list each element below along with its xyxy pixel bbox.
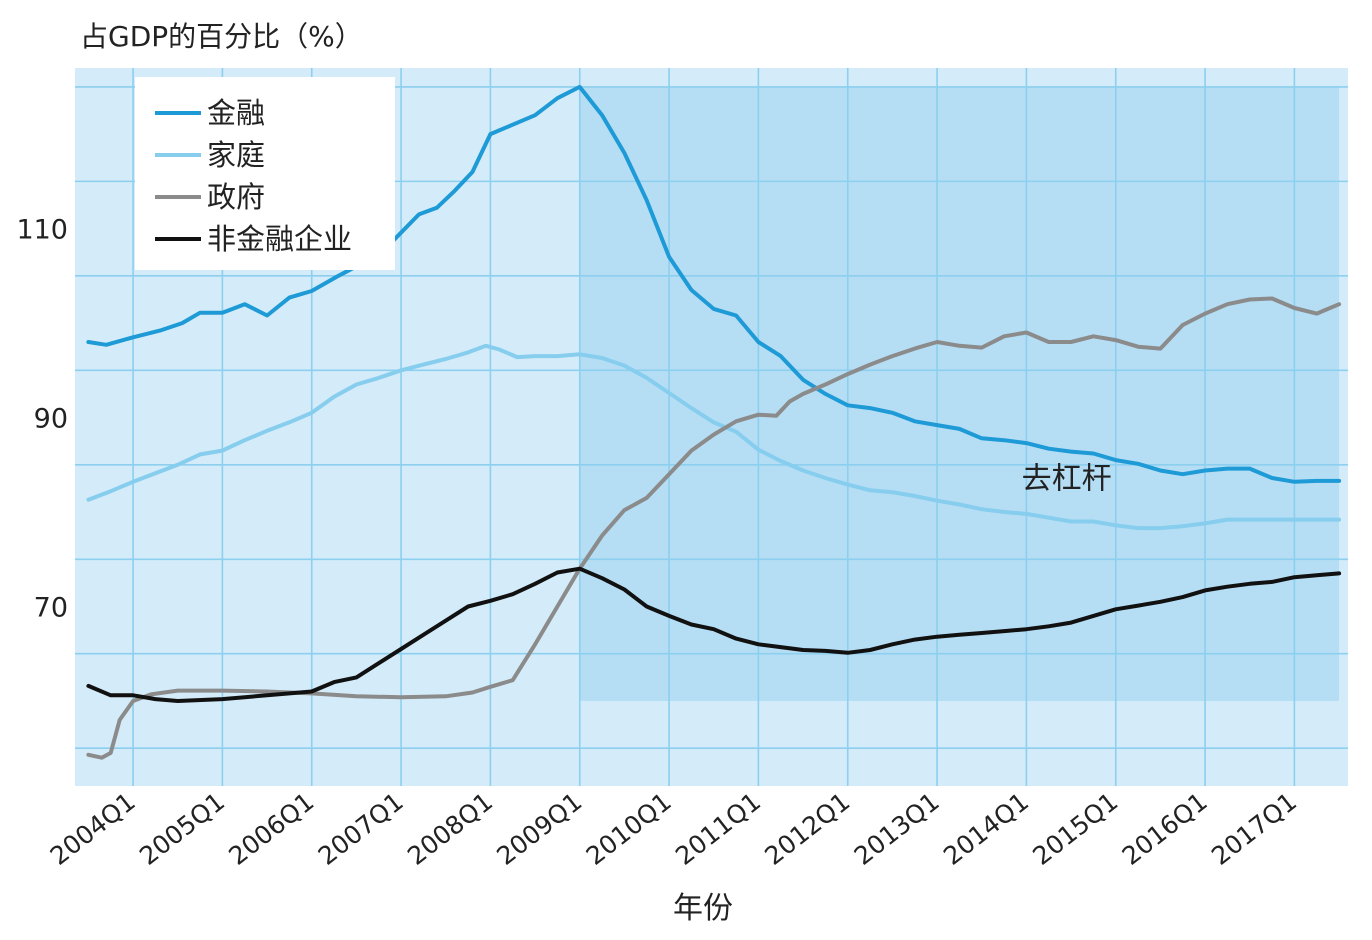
x-tick-label: 2013Q1 <box>849 787 945 871</box>
y-tick-label: 110 <box>16 215 68 246</box>
legend-label: 家庭 <box>207 138 265 172</box>
y-tick-label: 90 <box>34 404 68 435</box>
chart-title: 占GDP的百分比（%） <box>80 20 363 53</box>
series-line-家庭 <box>86 343 1342 531</box>
x-tick-label: 2007Q1 <box>313 787 409 871</box>
x-tick-label: 2006Q1 <box>223 787 319 871</box>
series-line-金融 <box>86 84 1342 484</box>
x-tick-label: 2011Q1 <box>670 787 766 871</box>
y-tick-label: 70 <box>34 593 68 624</box>
x-tick-label: 2016Q1 <box>1117 787 1213 871</box>
x-axis-label: 年份 <box>673 891 733 926</box>
x-tick-label: 2015Q1 <box>1027 787 1123 871</box>
annotation-label: 去杠杆 <box>1022 461 1112 496</box>
series-line-非金融企业 <box>86 566 1342 703</box>
shaded-region <box>579 86 1340 701</box>
x-tick-label: 2009Q1 <box>491 787 587 871</box>
x-tick-label: 2012Q1 <box>759 787 855 871</box>
legend-label: 金融 <box>207 96 265 130</box>
x-tick-label: 2005Q1 <box>134 787 230 871</box>
x-tick-label: 2017Q1 <box>1206 787 1302 871</box>
x-tick-label: 2008Q1 <box>402 787 498 871</box>
x-tick-label: 2010Q1 <box>581 787 677 871</box>
legend-label: 非金融企业 <box>207 222 352 256</box>
series-lines <box>86 84 1342 760</box>
x-tick-label: 2004Q1 <box>45 787 141 871</box>
x-tick-label: 2014Q1 <box>938 787 1034 871</box>
legend-label: 政府 <box>207 180 265 214</box>
